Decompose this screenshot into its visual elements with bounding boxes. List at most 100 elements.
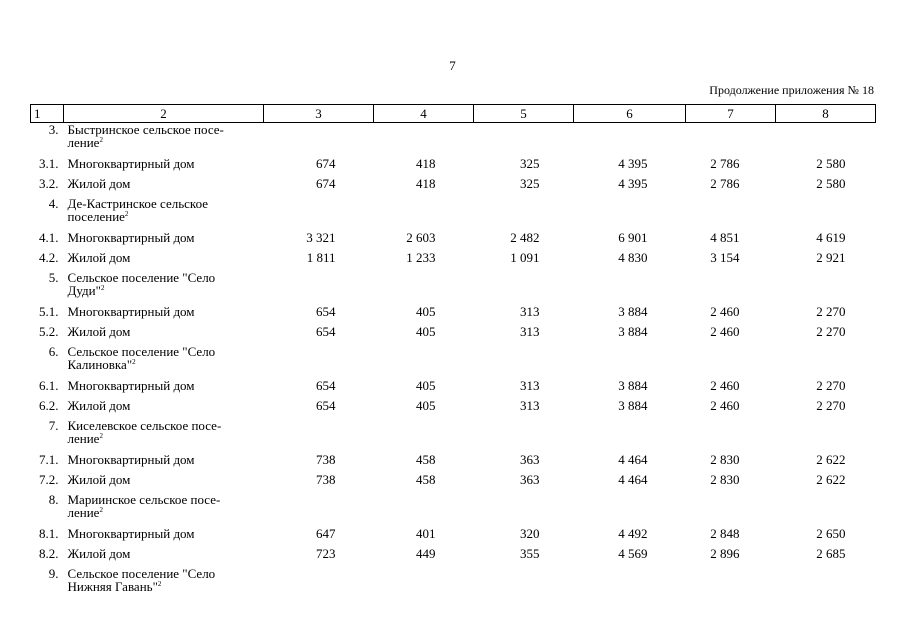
value-cell-col6: 4 464	[618, 472, 648, 487]
value-cell-col7: 2 786	[710, 156, 740, 171]
value-cell-col4: 1 233	[406, 250, 436, 265]
value-cell-col7: 3 154	[710, 250, 740, 265]
value-cell-col7: 2 830	[710, 452, 740, 467]
section-name-line1: Мариинское сельское посе-	[67, 492, 221, 507]
value-cell-col7: 2 830	[710, 472, 740, 487]
table-row: 7.1. Многоквартирный дом 738 458 363 4 464 2 8…	[31, 453, 876, 473]
empty-cell	[686, 345, 776, 379]
footnote-marker: 2	[99, 506, 103, 514]
table-row: 6.2. Жилой дом 654 405 313 3 884 2 460 2 270	[31, 399, 876, 419]
value-cell-col7: 2 896	[710, 546, 740, 561]
value-cell-col5: 2 482	[510, 230, 540, 245]
value-cell-col6: 3 884	[618, 378, 648, 393]
column-header: 8	[775, 104, 876, 123]
value-cell-col3: 3 321	[306, 230, 336, 245]
empty-cell	[264, 567, 374, 601]
section-name-line1: Киселевское сельское посе-	[67, 418, 222, 433]
value-cell-col7: 2 460	[710, 398, 740, 413]
empty-cell	[574, 419, 686, 453]
section-name-line2: Нижняя Гавань"	[67, 579, 158, 594]
empty-cell	[686, 493, 776, 527]
value-cell-col4: 458	[416, 472, 436, 487]
value-cell-col8: 2 580	[816, 176, 846, 191]
value-cell-col4: 2 603	[406, 230, 436, 245]
empty-cell	[374, 567, 474, 601]
value-cell-col4: 405	[416, 398, 436, 413]
value-cell-col7: 2 848	[710, 526, 740, 541]
section-name-line2: ление	[67, 135, 100, 150]
column-header: 2	[63, 104, 264, 123]
row-name: Жилой дом	[67, 250, 131, 265]
value-cell-col5: 355	[520, 546, 540, 561]
row-name: Жилой дом	[67, 324, 131, 339]
value-cell-col4: 449	[416, 546, 436, 561]
value-cell-col7: 2 460	[710, 324, 740, 339]
row-number: 6.1.	[39, 378, 59, 393]
empty-cell	[474, 123, 574, 158]
row-name: Жилой дом	[67, 546, 131, 561]
section-name: Быстринское сельское посе-ление2	[64, 123, 264, 158]
value-cell-col5: 325	[520, 176, 540, 191]
value-cell-col8: 2 685	[816, 546, 846, 561]
row-number: 5.1.	[39, 304, 59, 319]
value-cell-col8: 2 270	[816, 304, 846, 319]
table-body: 3. Быстринское сельское посе-ление2 3.1. Мн…	[31, 123, 876, 602]
value-cell-col5: 313	[520, 398, 540, 413]
value-cell-col3: 654	[316, 304, 336, 319]
footnote-marker: 2	[100, 284, 105, 292]
section-number: 4.	[48, 196, 59, 211]
value-cell-col6: 4 830	[618, 250, 648, 265]
value-cell-col8: 2 921	[816, 250, 846, 265]
footnote-marker: 2	[99, 136, 103, 144]
table-row: 3.2. Жилой дом 674 418 325 4 395 2 786 2 580	[31, 177, 876, 197]
value-cell-col5: 363	[520, 472, 540, 487]
empty-cell	[686, 197, 776, 231]
page-number: 7	[449, 58, 456, 73]
section-name: Де-Кастринское сельское поселение2	[64, 197, 264, 231]
value-cell-col8: 4 619	[816, 230, 846, 245]
value-cell-col6: 3 884	[618, 398, 648, 413]
value-cell-col4: 418	[416, 156, 436, 171]
section-number: 9.	[48, 566, 59, 581]
value-cell-col5: 313	[520, 324, 540, 339]
row-number: 7.1.	[39, 452, 59, 467]
empty-cell	[474, 567, 574, 601]
empty-cell	[574, 197, 686, 231]
value-cell-col7: 2 460	[710, 378, 740, 393]
row-number: 6.2.	[39, 398, 59, 413]
section-row: 8. Мариинское сельское посе-ление2	[31, 493, 876, 527]
row-name: Жилой дом	[67, 398, 131, 413]
value-cell-col3: 738	[316, 452, 336, 467]
section-number: 5.	[48, 270, 59, 285]
section-name-line1: Быстринское сельское посе-	[67, 122, 224, 137]
empty-cell	[474, 419, 574, 453]
row-number: 3.2.	[39, 176, 59, 191]
value-cell-col3: 654	[316, 324, 336, 339]
table-row: 4.2. Жилой дом 1 811 1 233 1 091 4 830 3 154 2 …	[31, 251, 876, 271]
row-number: 7.2.	[39, 472, 59, 487]
empty-cell	[374, 493, 474, 527]
table-row: 6.1. Многоквартирный дом 654 405 313 3 884 2 4…	[31, 379, 876, 399]
table-row: 5.1. Многоквартирный дом 654 405 313 3 884 2 4…	[31, 305, 876, 325]
section-name: Сельское поселение "Село Дуди"2	[64, 271, 264, 305]
empty-cell	[264, 345, 374, 379]
footnote-marker: 2	[132, 358, 136, 366]
empty-cell	[574, 567, 686, 601]
value-cell-col7: 2 460	[710, 304, 740, 319]
section-row: 5. Сельское поселение "Село Дуди"2	[31, 271, 876, 305]
footnote-marker: 2	[124, 210, 129, 218]
row-number: 5.2.	[39, 324, 59, 339]
column-header: 4	[373, 104, 474, 123]
value-cell-col6: 3 884	[618, 304, 648, 319]
table-row: 5.2. Жилой дом 654 405 313 3 884 2 460 2 270	[31, 325, 876, 345]
empty-cell	[574, 345, 686, 379]
row-number: 3.1.	[39, 156, 59, 171]
row-name: Многоквартирный дом	[67, 304, 195, 319]
column-header: 6	[573, 104, 686, 123]
table-row: 4.1. Многоквартирный дом 3 321 2 603 2 482 6 …	[31, 231, 876, 251]
section-number: 7.	[48, 418, 59, 433]
value-cell-col8: 2 580	[816, 156, 846, 171]
value-cell-col3: 647	[316, 526, 336, 541]
section-name: Сельское поселение "Село Калиновка"2	[64, 345, 264, 379]
empty-cell	[264, 123, 374, 158]
